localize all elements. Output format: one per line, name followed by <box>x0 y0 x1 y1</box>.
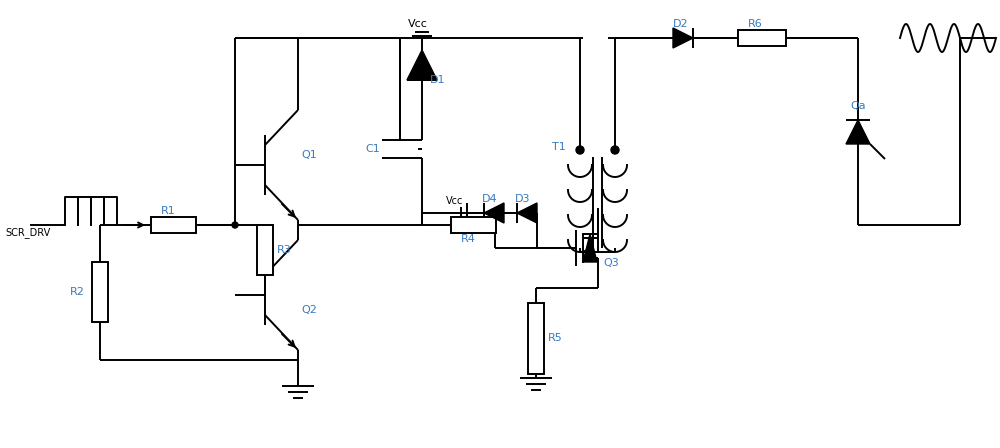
Bar <box>738 30 786 46</box>
Circle shape <box>611 146 619 154</box>
Text: R5: R5 <box>548 333 563 343</box>
Text: Vcc: Vcc <box>408 19 428 29</box>
Text: Q2: Q2 <box>301 305 317 315</box>
Text: R4: R4 <box>461 234 476 244</box>
Text: R6: R6 <box>748 19 763 29</box>
Text: R3: R3 <box>277 245 292 255</box>
Bar <box>92 262 108 322</box>
Text: T1: T1 <box>552 142 566 152</box>
Polygon shape <box>517 203 537 223</box>
Text: D1: D1 <box>430 75 446 85</box>
Text: Qa: Qa <box>850 101 866 111</box>
Bar <box>257 225 273 275</box>
Text: SCR_DRV: SCR_DRV <box>5 228 50 238</box>
Polygon shape <box>583 234 597 262</box>
Text: Q3: Q3 <box>603 258 619 268</box>
Text: Q1: Q1 <box>301 150 317 160</box>
Text: R1: R1 <box>161 206 176 216</box>
Text: Vcc: Vcc <box>446 196 463 206</box>
Polygon shape <box>846 120 870 144</box>
Bar <box>528 302 544 374</box>
Bar <box>150 217 196 233</box>
Polygon shape <box>673 28 693 48</box>
Polygon shape <box>407 50 437 80</box>
Text: D3: D3 <box>515 194 530 204</box>
Text: D2: D2 <box>673 19 689 29</box>
Circle shape <box>232 222 238 228</box>
Text: C1: C1 <box>365 144 380 154</box>
Text: D4: D4 <box>482 194 498 204</box>
Circle shape <box>576 146 584 154</box>
Text: R2: R2 <box>70 287 85 297</box>
Bar <box>450 217 496 233</box>
Polygon shape <box>484 203 504 223</box>
